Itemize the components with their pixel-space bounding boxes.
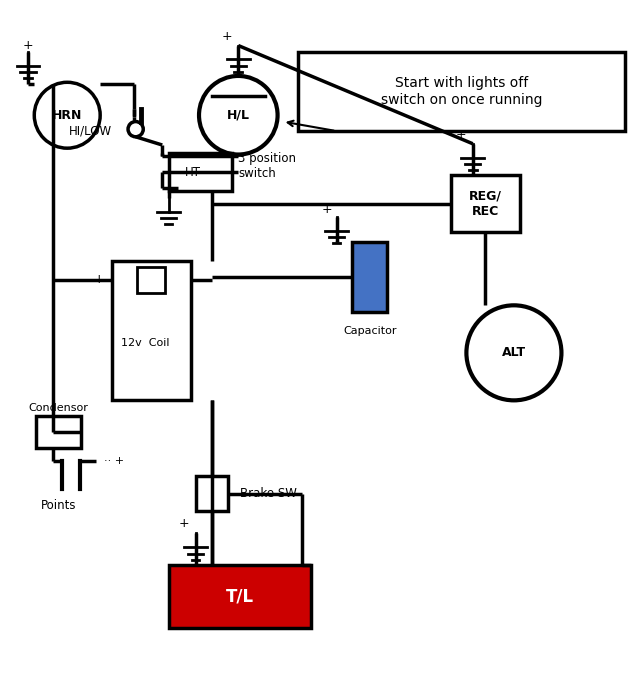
- Text: −: −: [196, 273, 208, 287]
- Text: +: +: [23, 39, 33, 52]
- Bar: [36, 416, 81, 448]
- Text: 3 position
switch: 3 position switch: [238, 152, 297, 180]
- Bar: [196, 476, 227, 511]
- Text: ALT: ALT: [502, 346, 526, 360]
- Text: REG/
REC: REG/ REC: [469, 190, 502, 218]
- Bar: [137, 267, 166, 292]
- Text: +: +: [179, 518, 189, 530]
- Text: Points: Points: [41, 498, 77, 511]
- Text: T/L: T/L: [226, 588, 254, 606]
- Bar: [451, 175, 520, 232]
- Text: Brake SW: Brake SW: [240, 487, 297, 500]
- Bar: [169, 565, 311, 629]
- Text: ·· +: ·· +: [104, 455, 124, 466]
- Text: HT: HT: [184, 166, 201, 179]
- Text: HI/LOW: HI/LOW: [69, 125, 112, 138]
- Bar: [169, 153, 232, 191]
- Text: HRN: HRN: [52, 109, 83, 122]
- Text: +: +: [322, 202, 332, 216]
- Bar: [352, 242, 387, 312]
- Text: +: +: [222, 30, 232, 43]
- Text: 12v  Coil: 12v Coil: [121, 338, 169, 349]
- Text: Condensor: Condensor: [29, 403, 88, 413]
- Text: H/L: H/L: [227, 109, 250, 122]
- Bar: [298, 52, 625, 131]
- Bar: [112, 261, 190, 401]
- Text: Capacitor: Capacitor: [343, 326, 396, 335]
- Text: Start with lights off
switch on once running: Start with lights off switch on once run…: [381, 76, 542, 107]
- Text: +: +: [456, 128, 467, 141]
- Text: +: +: [93, 274, 104, 286]
